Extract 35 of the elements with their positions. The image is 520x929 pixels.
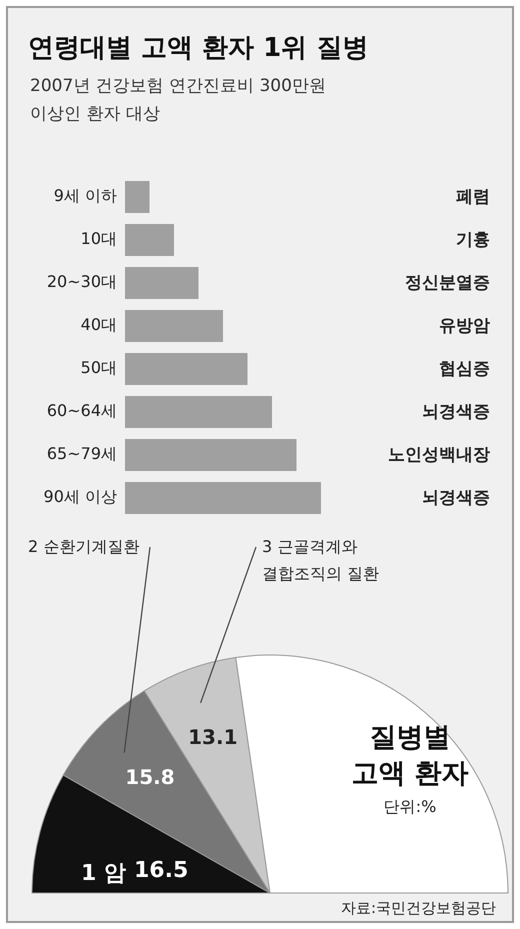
text: 유방암 [438,315,491,338]
chart-title: 연령대별 고액 환자 1위 질병 [28,32,368,65]
text: 자료:국민건강보험공단 [340,899,496,918]
bar [125,353,248,385]
bar [125,310,223,342]
text: 뇌경색증 [421,401,491,424]
bar [125,224,174,256]
text: 노인성백내장 [387,444,491,467]
y-tick-label: 50대 [80,358,117,379]
bar [125,439,296,471]
bar [125,482,321,514]
bar [125,396,272,428]
data-label: 16.5 [134,858,188,884]
slice-label: 2 순환기계질환 [28,536,140,558]
slice-label: 3 근골격계와 결합조직의 질환 [262,536,380,585]
y-tick-label: 60~64세 [46,401,117,422]
data-label: 15.8 [124,765,176,790]
text: 협심증 [438,358,491,381]
y-tick-label: 9세 이하 [54,186,117,207]
y-tick-label: 20~30대 [46,272,117,293]
y-tick-label: 65~79세 [46,444,117,465]
bar [125,181,150,213]
text: 뇌경색증 [421,487,491,510]
text: 질병별 고액 환자 [350,721,470,791]
y-tick-label: 40대 [80,315,117,336]
bar [125,267,198,299]
text: 단위:% [382,797,438,818]
text: 폐렴 [455,186,491,209]
data-label: 13.1 [187,724,238,749]
slice-label: 1 암 [81,860,126,888]
text: 기흉 [455,229,491,252]
text: 정신분열증 [404,272,491,295]
chart-subtitle: 2007년 건강보험 연간진료비 300만원 이상인 환자 대상 [30,75,326,126]
y-tick-label: 90세 이상 [44,487,117,508]
y-tick-label: 10대 [80,229,117,250]
